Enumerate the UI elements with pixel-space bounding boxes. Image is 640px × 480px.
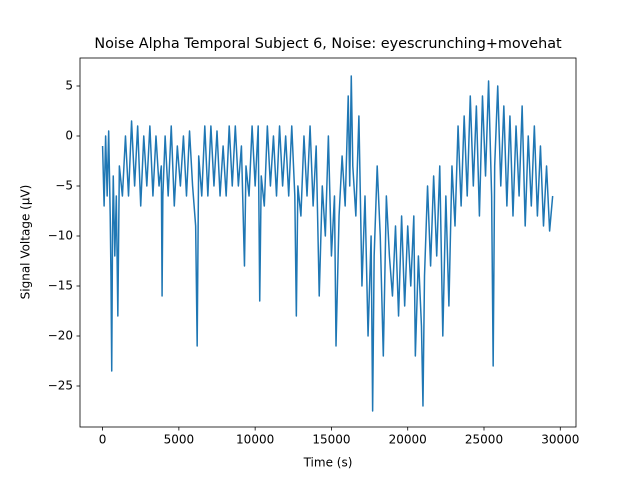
y-tick-label: −25 (48, 379, 73, 393)
x-tick-label: 0 (99, 433, 107, 447)
y-tick-label: −10 (48, 229, 73, 243)
data-line (101, 75, 554, 412)
x-tick-label: 15000 (312, 433, 350, 447)
y-tick-label: −20 (48, 329, 73, 343)
x-tick-label: 25000 (465, 433, 503, 447)
y-axis-label: Signal Voltage (μV) (19, 185, 33, 300)
chart-title: Noise Alpha Temporal Subject 6, Noise: e… (94, 36, 562, 52)
plot-frame (79, 57, 577, 428)
x-tick-label: 20000 (389, 433, 427, 447)
y-tick-label: −15 (48, 279, 73, 293)
x-tick-label: 30000 (541, 433, 579, 447)
y-tick-label: 5 (65, 79, 73, 93)
y-tick-label: −5 (55, 179, 73, 193)
x-axis-label: Time (s) (303, 456, 353, 470)
x-tick-label: 5000 (164, 433, 195, 447)
x-tick-label: 10000 (236, 433, 274, 447)
y-tick-label: 0 (65, 129, 73, 143)
